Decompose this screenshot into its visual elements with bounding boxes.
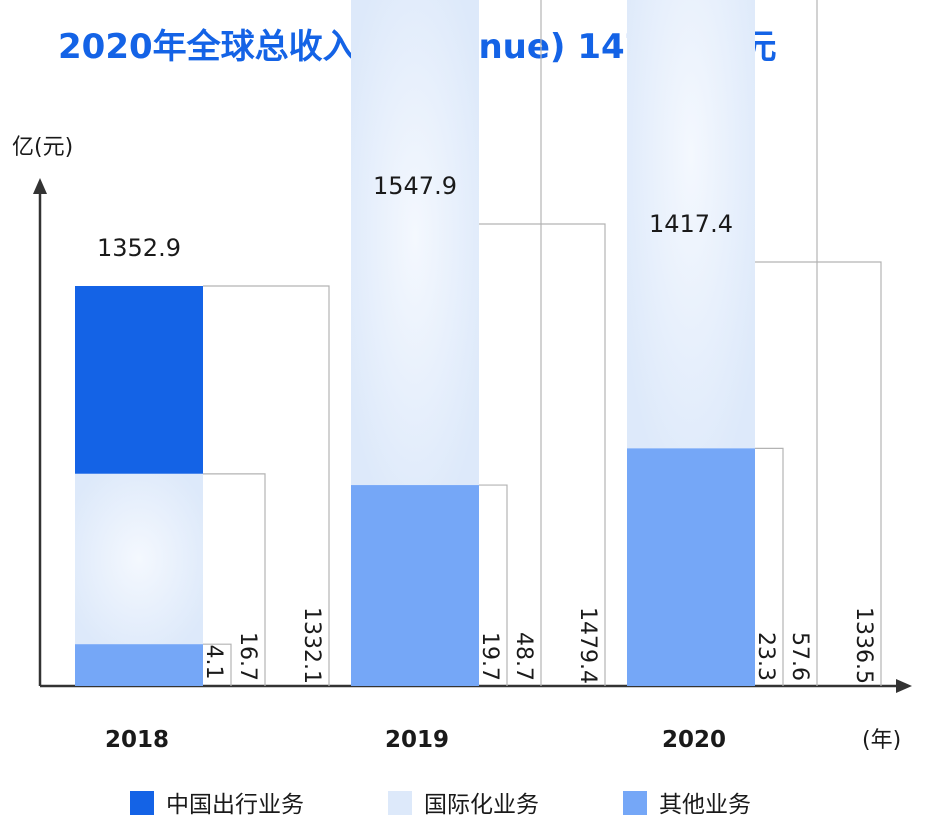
bar-other bbox=[75, 644, 203, 686]
leader-international bbox=[203, 473, 266, 686]
value-label-other: 19.7 bbox=[477, 632, 502, 681]
value-label-international: 16.7 bbox=[235, 632, 260, 681]
leader-domestic bbox=[203, 285, 330, 686]
total-label: 1417.4 bbox=[649, 210, 733, 238]
total-label: 1547.9 bbox=[373, 172, 457, 200]
value-label-domestic: 1332.1 bbox=[299, 607, 324, 684]
bar-group: 23.3 57.6 1336.5 1417.4 2020 bbox=[627, 0, 882, 753]
y-axis-label: 亿(元) bbox=[12, 135, 73, 160]
legend: 中国出行业务 国际化业务 其他业务 bbox=[130, 791, 751, 818]
leader-international bbox=[540, 0, 542, 686]
legend-label: 中国出行业务 bbox=[166, 792, 304, 818]
value-label-domestic: 1479.4 bbox=[575, 607, 600, 684]
bar-group: 19.7 48.7 1479.4 1547.9 2019 bbox=[351, 0, 606, 753]
x-axis-arrow bbox=[896, 679, 912, 693]
bar-other bbox=[351, 485, 479, 686]
leader-domestic bbox=[755, 261, 882, 686]
leader-international bbox=[816, 0, 818, 686]
bar-other bbox=[627, 448, 755, 686]
leader-other bbox=[203, 643, 232, 686]
value-label-international: 57.6 bbox=[787, 632, 812, 681]
legend-swatch bbox=[388, 791, 412, 815]
leader-other bbox=[479, 484, 508, 686]
x-tick-label: 2019 bbox=[385, 727, 449, 753]
total-label: 1352.9 bbox=[97, 234, 181, 262]
value-label-other: 23.3 bbox=[753, 632, 778, 681]
x-tick-label: 2020 bbox=[662, 727, 726, 753]
bars-group: 4.1 16.7 1332.1 1352.9 2018 19.7 48.7 1479.4 154… bbox=[75, 0, 882, 753]
leader-domestic bbox=[479, 223, 606, 686]
bar-international bbox=[351, 0, 479, 486]
bar-international bbox=[75, 473, 203, 645]
value-label-international: 48.7 bbox=[511, 632, 536, 681]
value-label-other: 4.1 bbox=[201, 645, 226, 680]
x-axis-label: (年) bbox=[862, 728, 901, 753]
leader-other bbox=[755, 447, 784, 686]
bar-international bbox=[627, 0, 755, 449]
legend-swatch bbox=[623, 791, 647, 815]
bar-group: 4.1 16.7 1332.1 1352.9 2018 bbox=[75, 234, 330, 753]
value-label-domestic: 1336.5 bbox=[851, 607, 876, 684]
legend-label: 其他业务 bbox=[659, 792, 751, 818]
x-tick-label: 2018 bbox=[105, 727, 169, 753]
legend-swatch bbox=[130, 791, 154, 815]
y-axis-arrow bbox=[33, 178, 47, 194]
bar-domestic bbox=[75, 286, 203, 474]
legend-label: 国际化业务 bbox=[424, 792, 539, 818]
